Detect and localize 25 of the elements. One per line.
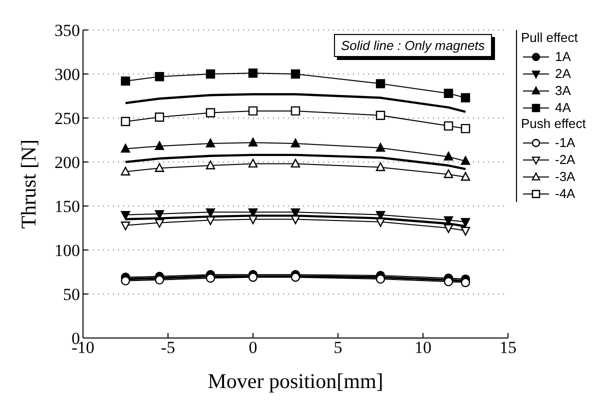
y-tick-label: 200 [54, 153, 80, 172]
legend-label: -1A [555, 135, 576, 150]
y-tick-label: 350 [54, 21, 80, 40]
x-tick-label: 0 [248, 338, 258, 358]
legend-label: -4A [555, 186, 576, 201]
text: Push effect [521, 116, 587, 133]
y-tick-label: 300 [54, 65, 80, 84]
y-tick-label: 250 [54, 109, 80, 128]
legend-label: 4A [555, 100, 571, 115]
legend-label: -2A [555, 152, 576, 167]
legend-label: -3A [555, 169, 576, 184]
y-tick-label: 50 [63, 285, 80, 304]
legend-label: 2A [555, 66, 571, 81]
x-tick-label: 10 [414, 338, 432, 358]
x-axis-title: Mover position[mm] [208, 369, 384, 393]
legend-title: Pull effect [521, 30, 579, 47]
legend-label: 3A [555, 83, 571, 98]
y-tick-label: 150 [54, 197, 80, 216]
x-tick-label: -5 [160, 338, 176, 358]
legend-label: 1A [555, 49, 571, 64]
x-tick-label: 15 [500, 338, 516, 358]
y-tick-label: 100 [54, 241, 80, 260]
annotation: Solid line : Only magnets [334, 34, 492, 57]
y-axis-title: Thrust [N] [16, 139, 40, 229]
x-tick-label: 5 [334, 338, 342, 358]
